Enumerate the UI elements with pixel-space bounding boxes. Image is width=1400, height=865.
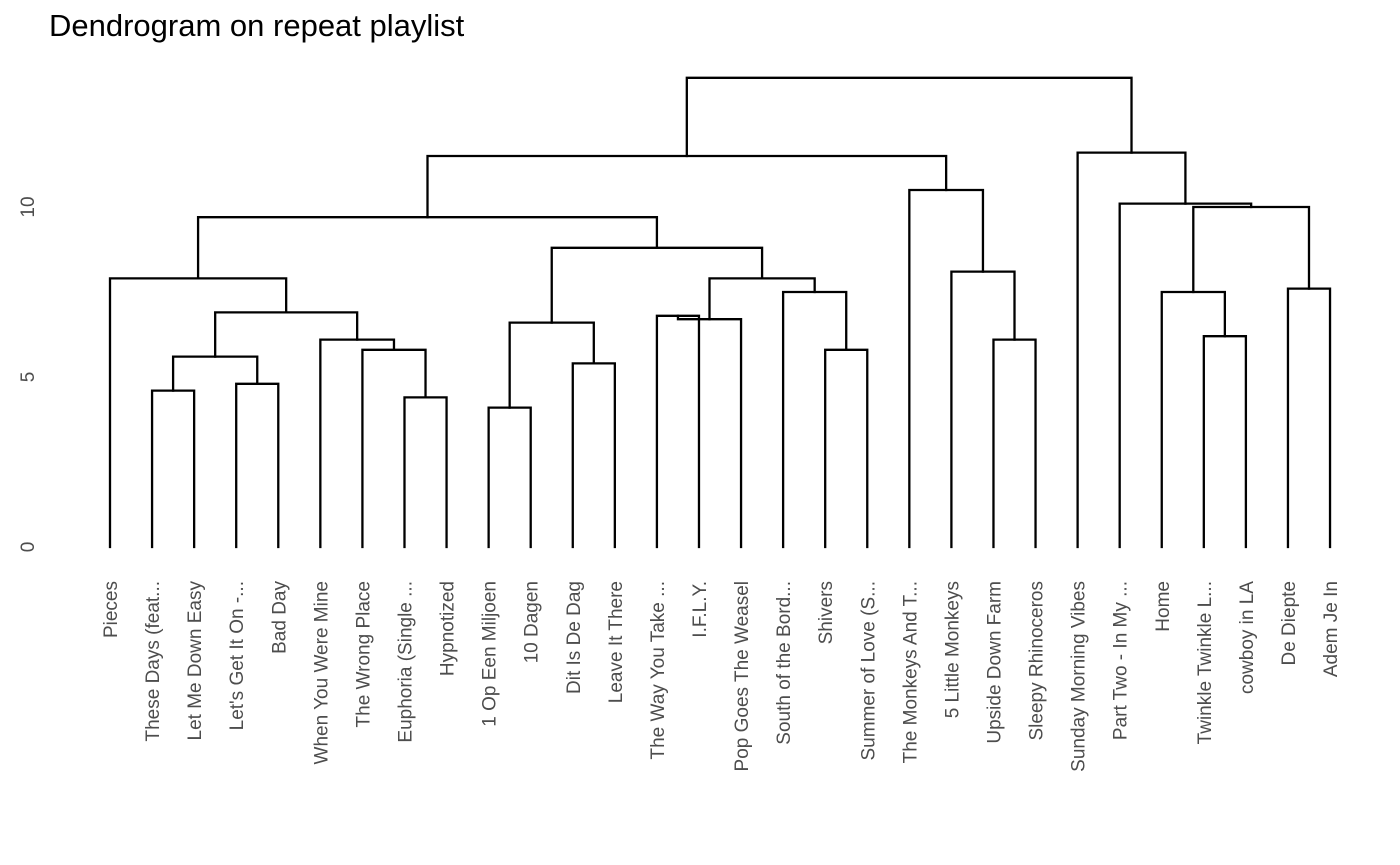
- dendrogram-branches: [108, 76, 1332, 549]
- dendrogram-link: [685, 76, 1133, 158]
- leaf-label: Summer of Love (S...: [858, 581, 879, 761]
- leaf-label: Upside Down Farm: [984, 581, 1005, 744]
- dendrogram-link: [319, 338, 396, 549]
- dendrogram-link: [235, 382, 280, 549]
- leaf-label: The Monkeys And T...: [900, 581, 921, 763]
- dendrogram-link: [950, 270, 1016, 549]
- leaf-label: 10 Dagen: [522, 581, 543, 663]
- dendrogram-link: [108, 277, 288, 549]
- leaf-label: Home: [1153, 581, 1174, 632]
- dendrogram-link: [403, 396, 448, 549]
- leaf-label: These Days (feat...: [143, 581, 164, 742]
- dendrogram-link: [992, 338, 1037, 549]
- leaf-label: I.F.L.Y.: [690, 581, 711, 638]
- leaf-label: Pieces: [101, 581, 122, 638]
- leaf-label: Leave It There: [606, 581, 627, 703]
- dendrogram-link: [550, 246, 764, 324]
- leaf-label: South of the Bord...: [774, 581, 795, 745]
- leaf-label: cowboy in LA: [1237, 581, 1258, 694]
- dendrogram-link: [1192, 205, 1311, 294]
- y-tick-label: 10: [18, 196, 39, 217]
- dendrogram-link: [426, 154, 948, 219]
- dendrogram-link: [171, 355, 259, 392]
- leaf-label: Euphoria (Single ...: [395, 581, 416, 743]
- leaf-label: Sunday Morning Vibes: [1069, 581, 1090, 772]
- leaf-label: When You Were Mine: [311, 581, 332, 764]
- leaf-label: 1 Op Een Miljoen: [480, 581, 501, 727]
- dendrogram-link: [508, 321, 595, 409]
- leaf-label: The Way You Take ...: [648, 581, 669, 760]
- dendrogram-link: [1160, 290, 1226, 549]
- dendrogram-link: [676, 314, 743, 549]
- leaf-label: 5 Little Monkeys: [942, 581, 963, 718]
- y-tick-label: 5: [18, 372, 39, 383]
- dendrogram-link: [361, 348, 427, 549]
- leaf-label: Let Me Down Easy: [185, 581, 206, 741]
- leaf-label: Sleepy Rhinoceros: [1027, 581, 1048, 740]
- dendrogram-link: [824, 348, 869, 549]
- dendrogram-link: [150, 389, 196, 549]
- leaf-label: Shivers: [816, 581, 837, 644]
- leaf-labels: Pieces These Days (feat... Let Me Down Eas…: [101, 581, 1342, 772]
- leaf-label: Pop Goes The Weasel: [732, 581, 753, 771]
- dendrogram-link: [1076, 151, 1187, 549]
- leaf-label: Adem Je In: [1321, 581, 1342, 677]
- dendrogram-link: [571, 362, 616, 549]
- dendrogram-link: [781, 290, 848, 549]
- leaf-label: Dit Is De Dag: [564, 581, 585, 694]
- leaf-label: De Diepte: [1279, 581, 1300, 666]
- dendrogram-link: [1202, 335, 1248, 549]
- y-axis: 0 5 10: [18, 196, 39, 552]
- dendrogram-link: [1286, 287, 1332, 549]
- y-tick-label: 0: [18, 542, 39, 553]
- leaf-label: The Wrong Place: [353, 581, 374, 727]
- leaf-label: Hypnotized: [438, 581, 459, 676]
- dendrogram-link: [487, 406, 532, 549]
- dendrogram-link: [708, 277, 816, 321]
- dendrogram-link: [214, 311, 359, 358]
- leaf-label: Part Two - In My ...: [1111, 581, 1132, 740]
- leaf-label: Twinkle Twinkle L...: [1195, 581, 1216, 744]
- dendrogram-link: [655, 314, 701, 549]
- dendrogram-link: [908, 188, 985, 549]
- leaf-label: Let's Get It On -...: [227, 581, 248, 730]
- chart-title: Dendrogram on repeat playlist: [49, 8, 465, 43]
- dendrogram-link: [1118, 202, 1253, 549]
- leaf-label: Bad Day: [269, 581, 290, 654]
